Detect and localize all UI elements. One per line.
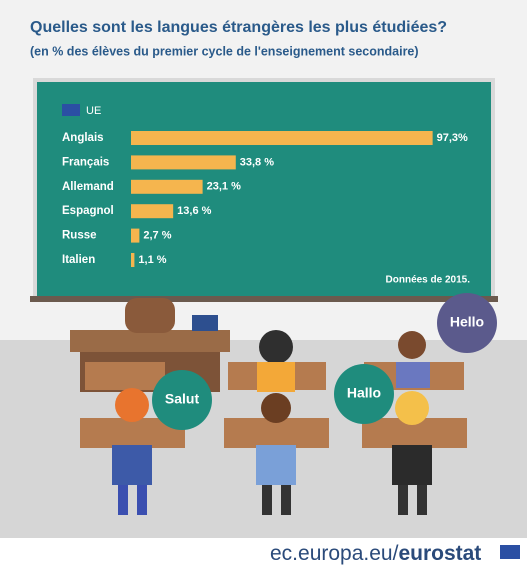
footer: ec.europa.eu/eurostat xyxy=(270,542,481,565)
students xyxy=(112,330,432,515)
category-label: Anglais xyxy=(62,132,104,144)
chalk-ledge xyxy=(30,296,498,302)
value-label: 13,6 % xyxy=(177,205,211,217)
category-label: Français xyxy=(62,156,109,168)
category-label: Russe xyxy=(62,230,97,242)
bar xyxy=(131,155,236,170)
title: Quelles sont les langues étrangères les … xyxy=(30,19,447,36)
chalkboard xyxy=(33,78,495,300)
bar xyxy=(131,204,174,219)
legend-label: UE xyxy=(86,105,101,117)
speech-bubble xyxy=(152,370,212,430)
bubble-text: Salut xyxy=(165,391,200,407)
value-label: 1,1 % xyxy=(138,254,166,266)
bubble-text: Hello xyxy=(450,314,484,330)
category-label: Espagnol xyxy=(62,205,114,217)
speech-bubble xyxy=(437,293,497,353)
bar xyxy=(131,253,135,267)
teacher-desk xyxy=(70,330,230,352)
footer-site: ec.europa.eu/ xyxy=(270,542,399,565)
value-label: 2,7 % xyxy=(143,230,171,242)
bar xyxy=(131,228,140,243)
teacher xyxy=(125,298,175,333)
bar xyxy=(131,179,203,194)
footer-brand: eurostat xyxy=(398,542,481,565)
legend-flag xyxy=(62,104,80,116)
value-label: 23,1 % xyxy=(207,181,241,193)
subtitle: (en % des élèves du premier cycle de l'e… xyxy=(30,44,419,58)
category-label: Italien xyxy=(62,254,95,266)
category-label: Allemand xyxy=(62,181,114,193)
bubble-text: Hallo xyxy=(347,385,381,401)
speech-bubble xyxy=(334,364,394,424)
footer-bar xyxy=(0,538,527,569)
value-label: 97,3% xyxy=(437,132,468,144)
note: Données de 2015. xyxy=(386,275,471,286)
bar xyxy=(131,131,433,145)
value-label: 33,8 % xyxy=(240,156,274,168)
eu-flag xyxy=(500,545,520,559)
book xyxy=(192,315,218,331)
